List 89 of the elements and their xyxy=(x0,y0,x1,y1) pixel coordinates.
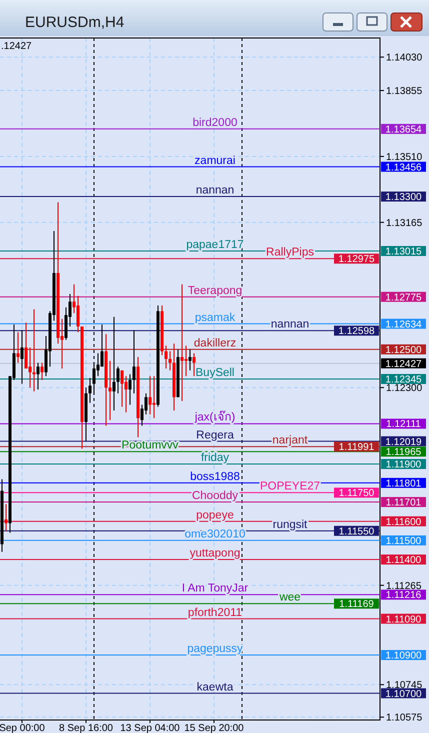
candlestick xyxy=(164,345,168,369)
annotation: POPEYE27 xyxy=(260,480,320,493)
y-tick-label: 1.10575 xyxy=(386,712,423,724)
y-tick-label: 1.10745 xyxy=(386,680,423,692)
x-tick-label: 8 Sep 16:00 xyxy=(59,723,114,733)
ref-line-label: 1.11965 xyxy=(386,447,422,458)
x-tick-label: 13 Sep 04:00 xyxy=(120,723,180,733)
annotation: wee xyxy=(278,592,301,604)
ref-line-label: 1.12500 xyxy=(385,344,422,356)
candlestick xyxy=(24,322,28,369)
ref-line-label: 1.11801 xyxy=(386,478,422,490)
y-tick-label: 1.11265 xyxy=(386,580,422,592)
annotation: bird2000 xyxy=(192,116,238,129)
ref-line-label: 1.11900 xyxy=(386,460,422,471)
annotation: rungsit xyxy=(272,518,308,531)
ref-line-label: 1.12111 xyxy=(386,419,422,430)
ref-line-label: 1.11169 xyxy=(339,599,374,610)
candlestick xyxy=(168,350,172,371)
y-tick-label: 1.14030 xyxy=(386,52,423,64)
annotation: friday xyxy=(200,452,230,464)
ref-line-label: 1.11090 xyxy=(386,614,422,626)
x-tick-label: Sep 00:00 xyxy=(0,723,46,733)
annotation: ome302010 xyxy=(184,528,246,540)
candlestick xyxy=(76,295,80,333)
candlestick xyxy=(4,504,8,532)
chart-title: EURUSDm,H4 xyxy=(25,14,124,31)
candlestick xyxy=(36,362,40,390)
annotation: pforth2011 xyxy=(188,606,242,619)
y-tick-label: 1.13165 xyxy=(386,218,423,229)
candlestick xyxy=(116,366,120,394)
candlestick xyxy=(188,348,192,371)
annotation: yuttapong xyxy=(190,548,240,560)
candlestick xyxy=(128,374,132,406)
ref-line-label: 1.11750 xyxy=(338,488,375,500)
ref-line-label: 1.11500 xyxy=(386,536,422,547)
candlestick xyxy=(184,345,188,377)
candlestick xyxy=(148,376,152,415)
candlestick xyxy=(108,360,112,421)
ref-line-label: 1.11991 xyxy=(338,442,375,454)
ref-line-label: 1.12019 xyxy=(385,436,422,448)
annotation: kaewta xyxy=(196,681,234,694)
annotation: psamak xyxy=(194,312,236,324)
ref-line-label: 1.12775 xyxy=(385,292,422,304)
annotation: I Am TonyJar xyxy=(182,582,248,595)
ref-line-label: 1.11600 xyxy=(386,516,422,528)
annotation: Regera xyxy=(196,429,234,442)
annotation: .12427 xyxy=(1,41,32,52)
candlestick xyxy=(120,370,124,408)
y-tick-label: 1.13510 xyxy=(386,152,423,163)
candlestick xyxy=(20,330,24,384)
ref-line-label: 1.13300 xyxy=(385,192,422,204)
ref-line-label: 1.13015 xyxy=(385,246,422,258)
annotation: papae1717 xyxy=(186,239,244,252)
candlestick xyxy=(100,324,104,368)
ref-line-label: 1.12427 xyxy=(385,358,422,370)
candlestick xyxy=(40,362,44,380)
ref-line-label: 1.11216 xyxy=(386,590,422,602)
candlestick xyxy=(180,284,184,402)
ref-line-label: 1.12345 xyxy=(385,374,422,386)
ref-line-label: 1.10700 xyxy=(385,688,422,700)
x-tick-label: 15 Sep 20:00 xyxy=(184,723,244,733)
annotation: zamurai xyxy=(194,154,236,167)
candlestick xyxy=(112,316,116,412)
candlestick xyxy=(88,378,92,404)
ref-line-label: 1.11400 xyxy=(386,555,422,566)
ref-line-label: 1.11701 xyxy=(386,498,422,509)
candlestick xyxy=(192,352,196,377)
ref-line-label: 1.11550 xyxy=(338,526,375,538)
y-tick-label: 1.13855 xyxy=(386,86,423,98)
annotation: Chooddy xyxy=(192,490,238,502)
annotation: popeye xyxy=(196,509,234,522)
annotation: dakillerz xyxy=(194,337,236,350)
annotation: nannan xyxy=(196,184,234,197)
ref-line-label: 1.13456 xyxy=(385,162,422,174)
ref-line-label: 1.12975 xyxy=(338,254,376,266)
annotation: boss1988 xyxy=(190,470,240,483)
candlestick xyxy=(152,376,156,419)
candlestick xyxy=(16,332,20,364)
ref-line-label: 1.12598 xyxy=(338,326,376,338)
annotation: BuySell xyxy=(196,367,234,379)
annotation: jax(เจ๊ก) xyxy=(194,410,236,424)
ref-line-label: 1.10900 xyxy=(385,650,422,662)
y-tick-label: 1.12300 xyxy=(386,383,423,394)
candlestick xyxy=(28,346,32,388)
candlestick xyxy=(132,330,136,394)
ref-line-label: 1.12634 xyxy=(385,319,422,330)
annotation: pagepussy xyxy=(187,643,244,656)
annotation: Teerapong xyxy=(188,284,242,297)
ref-line-label: 1.13654 xyxy=(385,124,422,136)
